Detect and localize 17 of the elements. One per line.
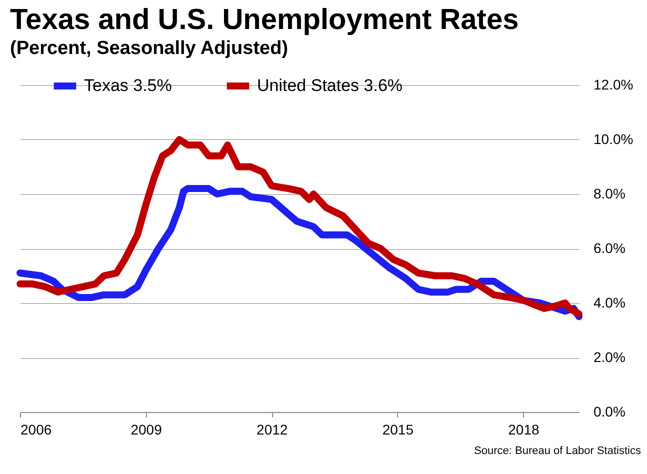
y-tick-label: 2.0% (594, 349, 626, 365)
x-tick-label: 2015 (382, 422, 414, 438)
y-tick-label: 8.0% (594, 186, 626, 202)
legend-label: United States 3.6% (257, 76, 403, 95)
chart-title: Texas and U.S. Unemployment Rates (10, 4, 519, 36)
y-tick-label: 10.0% (594, 131, 634, 147)
legend-label: Texas 3.5% (84, 76, 172, 95)
source-note: Source: Bureau of Labor Statistics (474, 445, 642, 457)
x-tick-label: 2012 (256, 422, 288, 438)
y-tick-label: 4.0% (594, 294, 626, 310)
y-tick-label: 6.0% (594, 240, 626, 256)
x-tick-label: 2018 (508, 422, 540, 438)
y-tick-label: 12.0% (594, 76, 634, 92)
x-tick-label: 2006 (20, 422, 52, 438)
x-tick-label: 2009 (130, 422, 162, 438)
y-tick-label: 0.0% (594, 404, 626, 420)
chart-subtitle: (Percent, Seasonally Adjusted) (10, 38, 288, 59)
